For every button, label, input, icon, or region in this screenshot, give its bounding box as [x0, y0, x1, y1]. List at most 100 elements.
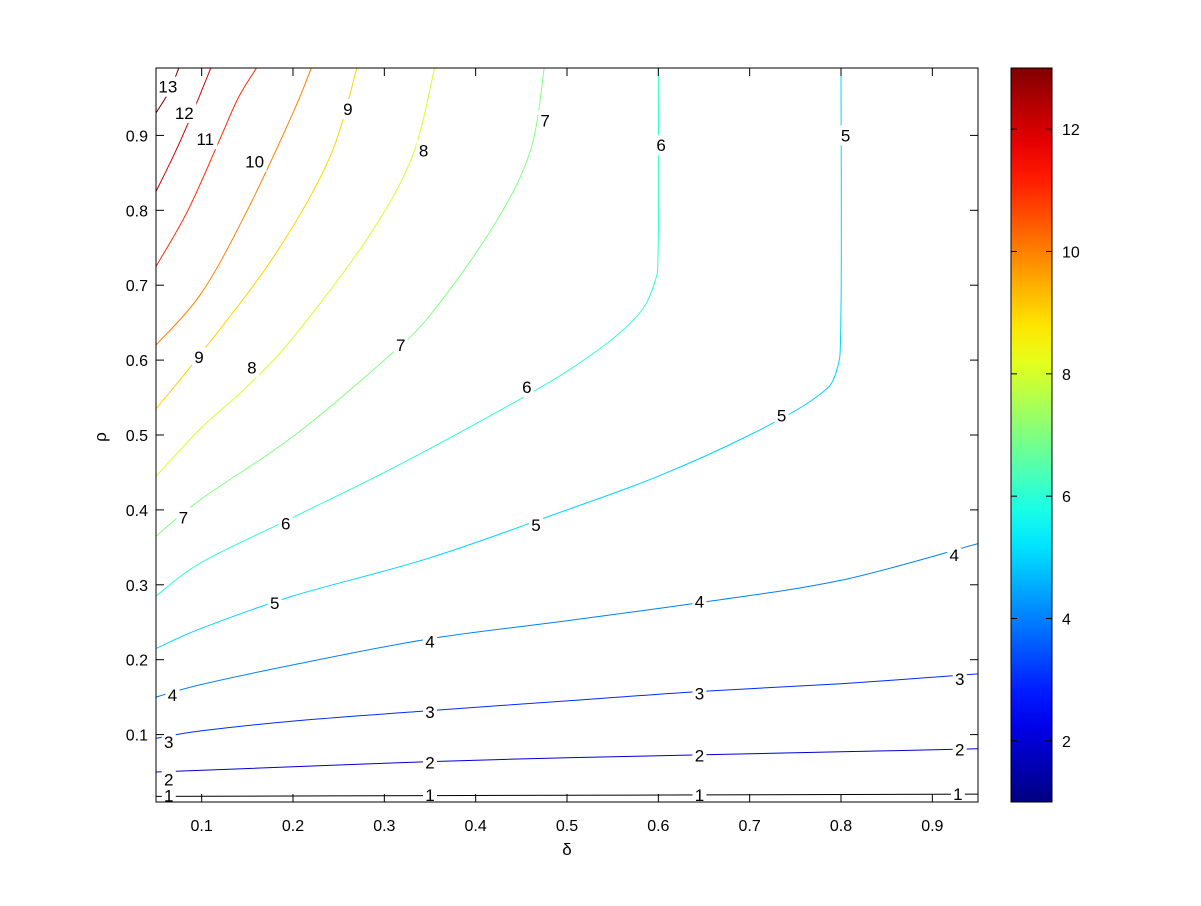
- contour-label-bg: [161, 769, 176, 790]
- contour-label-4: 4: [425, 633, 434, 652]
- contour-label-bg: [340, 99, 355, 120]
- contour-line-11: [156, 68, 257, 267]
- y-tick-label: 0.5: [126, 428, 148, 445]
- contour-label-7: 7: [540, 111, 549, 130]
- contour-label-bg: [692, 784, 707, 805]
- contour-label-bg: [528, 514, 543, 535]
- contour-label-bg: [423, 702, 437, 723]
- y-tick-label: 0.2: [126, 653, 148, 670]
- contour-label-8: 8: [419, 141, 428, 160]
- contour-label-bg: [692, 683, 707, 704]
- contour-label-1: 1: [953, 785, 962, 804]
- x-tick-label: 0.4: [465, 818, 487, 835]
- contour-label-2: 2: [164, 771, 173, 790]
- x-tick-label: 0.3: [373, 818, 395, 835]
- contour-label-1: 1: [425, 786, 434, 805]
- contour-label-bg: [947, 544, 962, 565]
- contour-line-3: [156, 673, 978, 739]
- contour-label-3: 3: [425, 703, 434, 722]
- contour-label-9: 9: [343, 100, 352, 119]
- colorbar: [1010, 67, 1053, 803]
- x-axis-label: δ: [562, 840, 571, 859]
- contour-label-2: 2: [695, 747, 704, 766]
- contour-label-4: 4: [168, 686, 177, 705]
- colorbar-ticks: 2 4 6 8 10 12: [1011, 122, 1080, 751]
- colorbar-tick-label: 8: [1062, 367, 1071, 384]
- contour-label-bg: [155, 76, 180, 97]
- contour-label-bg: [423, 631, 437, 652]
- contour-label-bg: [161, 732, 176, 753]
- contour-label-7: 7: [179, 508, 188, 527]
- contour-label-2: 2: [425, 753, 434, 772]
- contour-label-6: 6: [656, 136, 665, 155]
- plot-area: [156, 68, 978, 802]
- contour-label-5: 5: [777, 407, 786, 426]
- contour-label-3: 3: [164, 733, 173, 752]
- contour-label-4: 4: [695, 592, 704, 611]
- x-tick-label: 0.8: [830, 818, 852, 835]
- contour-label-bg: [423, 784, 437, 805]
- contour-label-11: 11: [196, 130, 214, 149]
- contour-label-1: 1: [164, 787, 173, 806]
- contour-label-bg: [416, 140, 431, 161]
- contour-line-12: [156, 68, 212, 192]
- x-tick-label: 0.6: [647, 818, 669, 835]
- contour-label-bg: [172, 102, 197, 123]
- contour-label-bg: [692, 591, 707, 612]
- contour-label-3: 3: [695, 684, 704, 703]
- x-tick-label: 0.5: [556, 818, 578, 835]
- y-tick-label: 0.9: [126, 128, 148, 145]
- contour-line-2: [156, 748, 978, 773]
- contour-label-bg: [692, 745, 707, 766]
- contour-label-13: 13: [158, 78, 177, 97]
- colorbar-tick-label: 2: [1062, 734, 1071, 751]
- contour-label-5: 5: [841, 126, 850, 145]
- contour-label-1: 1: [695, 786, 704, 805]
- contour-label-8: 8: [247, 359, 256, 378]
- y-axis-ticks: 0.1 0.2 0.3 0.4 0.5 0.6 0.7 0.8 0.9: [126, 128, 978, 745]
- y-tick-label: 0.4: [126, 503, 148, 520]
- contour-label-6: 6: [522, 378, 531, 397]
- y-axis-label: ρ: [91, 432, 110, 442]
- contour-label-bg: [952, 669, 967, 690]
- contour-label-2: 2: [955, 741, 964, 760]
- colorbar-tick-label: 10: [1062, 245, 1080, 262]
- contour-label-bg: [278, 513, 293, 534]
- contour-label-bg: [838, 125, 853, 146]
- y-tick-label: 0.7: [126, 278, 148, 295]
- contour-label-4: 4: [950, 546, 959, 565]
- x-tick-label: 0.9: [921, 818, 943, 835]
- x-axis-ticks: 0.1 0.2 0.3 0.4 0.5 0.6 0.7 0.8 0.9: [191, 68, 944, 835]
- contour-label-bg: [161, 785, 176, 806]
- contour-line-4: [156, 543, 978, 698]
- colorbar-tick-label: 4: [1062, 612, 1071, 629]
- y-tick-label: 0.6: [126, 353, 148, 370]
- x-tick-label: 0.7: [739, 818, 761, 835]
- y-tick-label: 0.1: [126, 728, 148, 745]
- x-tick-label: 0.2: [282, 818, 304, 835]
- contour-label-12: 12: [175, 104, 194, 123]
- contour-label-bg: [267, 592, 282, 613]
- contour-label-10: 10: [245, 153, 264, 172]
- contour-label-3: 3: [955, 670, 964, 689]
- contour-label-bg: [165, 684, 180, 705]
- contour-label-bg: [952, 739, 967, 760]
- contour-label-bg: [538, 110, 553, 131]
- contour-line-8: [156, 68, 436, 477]
- y-tick-label: 0.3: [126, 578, 148, 595]
- contour-line-7: [156, 68, 545, 537]
- contour-label-bg: [774, 405, 789, 426]
- contour-line-5: [156, 68, 842, 649]
- contour-label-bg: [242, 151, 267, 172]
- contour-label-7: 7: [396, 336, 405, 355]
- contour-line-9: [156, 68, 358, 410]
- contour-label-bg: [654, 135, 669, 156]
- contour-label-5: 5: [270, 594, 279, 613]
- contour-label-6: 6: [281, 514, 290, 533]
- colorbar-tick-label: 6: [1062, 489, 1071, 506]
- contour-label-9: 9: [194, 348, 203, 367]
- contour-line-6: [156, 68, 660, 597]
